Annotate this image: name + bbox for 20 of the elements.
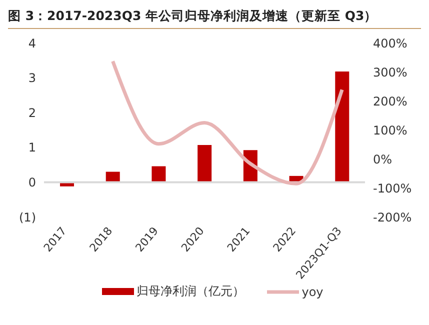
y2-tick-label: 200% [373,94,408,108]
y-tick-label: 4 [28,36,36,50]
y2-tick-label: -100% [373,181,412,196]
y-tick-label: 2 [28,106,36,120]
legend-label: yoy [302,284,324,298]
y2-tick-label: 0% [373,152,392,166]
bar [335,72,350,182]
y-tick-label: 0 [28,175,36,190]
bar [152,166,166,182]
y2-tick-label: 400% [373,36,408,50]
y-tick-label: 1 [28,140,36,155]
y2-tick-label: -200% [373,210,412,224]
line-series [111,60,344,186]
y-tick-label: (1) [19,210,36,224]
legend-label: 归母净利润（亿元） [136,283,245,300]
chart-title: 图 3：2017-2023Q3 年公司归母净利润及增速（更新至 Q3） [8,8,421,29]
y2-tick-label: 100% [373,123,408,138]
y2-tick-label: 300% [373,65,408,80]
y-tick-label: 3 [28,71,36,86]
bar [198,144,212,182]
